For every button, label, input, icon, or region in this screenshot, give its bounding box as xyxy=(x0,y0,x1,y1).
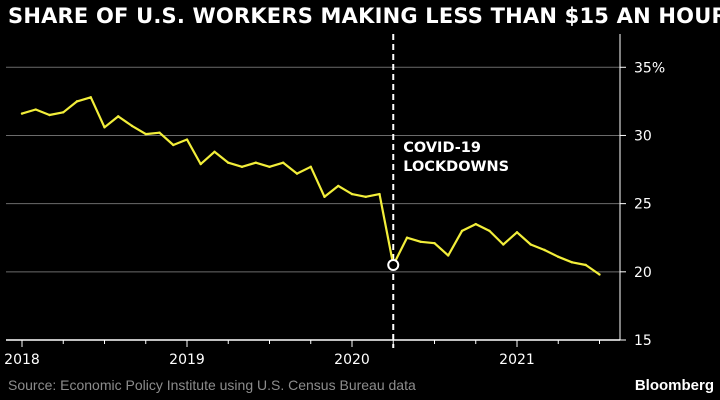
data-points xyxy=(20,96,601,276)
data-point xyxy=(378,192,381,196)
data-point xyxy=(254,161,257,164)
data-point xyxy=(309,165,312,169)
event-label-line: LOCKDOWNS xyxy=(403,159,509,175)
x-tick-label: 2019 xyxy=(169,352,205,368)
y-tick-label: 15 xyxy=(634,333,652,349)
data-point xyxy=(543,248,546,252)
y-tick-label: 35% xyxy=(634,60,665,76)
data-point xyxy=(172,143,175,147)
data-point xyxy=(529,243,532,246)
data-point xyxy=(460,229,464,233)
data-point xyxy=(158,131,161,134)
data-point xyxy=(117,115,120,118)
bloomberg-logo: Bloomberg xyxy=(634,377,714,394)
y-tick-label: 20 xyxy=(634,265,652,281)
data-point xyxy=(419,240,422,244)
data-point xyxy=(295,172,299,175)
lockdown-marker xyxy=(387,259,400,271)
data-point xyxy=(103,126,106,129)
data-point xyxy=(130,124,134,128)
data-point xyxy=(213,150,216,154)
data-point xyxy=(282,161,285,164)
x-tick-label: 2020 xyxy=(334,352,370,368)
y-tick-label: 30 xyxy=(634,128,652,144)
data-point xyxy=(240,165,244,169)
data-point xyxy=(557,255,560,259)
x-tick-label: 2018 xyxy=(4,352,40,368)
data-point xyxy=(62,111,65,114)
y-tick-label: 25 xyxy=(634,197,652,213)
data-point xyxy=(502,243,505,246)
data-point xyxy=(488,229,491,233)
chart-title: SHARE OF U.S. WORKERS MAKING LESS THAN $… xyxy=(8,4,720,28)
data-point xyxy=(598,273,601,276)
data-point xyxy=(268,165,271,169)
series-line xyxy=(21,96,601,276)
data-point xyxy=(405,236,409,239)
data-point xyxy=(515,231,519,234)
data-point xyxy=(20,112,24,115)
data-point xyxy=(337,184,340,188)
data-point xyxy=(323,195,326,199)
source-note: Source: Economic Policy Institute using … xyxy=(8,377,416,393)
x-tick-label: 2021 xyxy=(499,352,535,368)
data-point xyxy=(364,195,367,199)
data-point xyxy=(75,100,79,103)
data-point xyxy=(34,108,37,111)
data-point xyxy=(584,263,587,267)
data-point xyxy=(474,222,477,226)
y-axis: 35% 30 25 20 15 xyxy=(620,60,665,349)
data-point xyxy=(89,96,92,99)
data-point xyxy=(447,254,450,257)
data-point xyxy=(199,162,202,166)
data-point xyxy=(227,161,230,164)
x-axis: 2018 2019 2020 2021 xyxy=(4,340,600,368)
data-point xyxy=(48,113,51,117)
gridlines xyxy=(6,66,620,273)
data-point xyxy=(144,132,147,136)
data-point xyxy=(570,261,574,264)
data-point xyxy=(433,241,436,245)
covid-lockdowns-label: COVID-19 LOCKDOWNS xyxy=(403,140,509,175)
event-label-line: COVID-19 xyxy=(403,140,481,156)
data-point xyxy=(350,192,354,196)
data-point xyxy=(185,138,189,141)
